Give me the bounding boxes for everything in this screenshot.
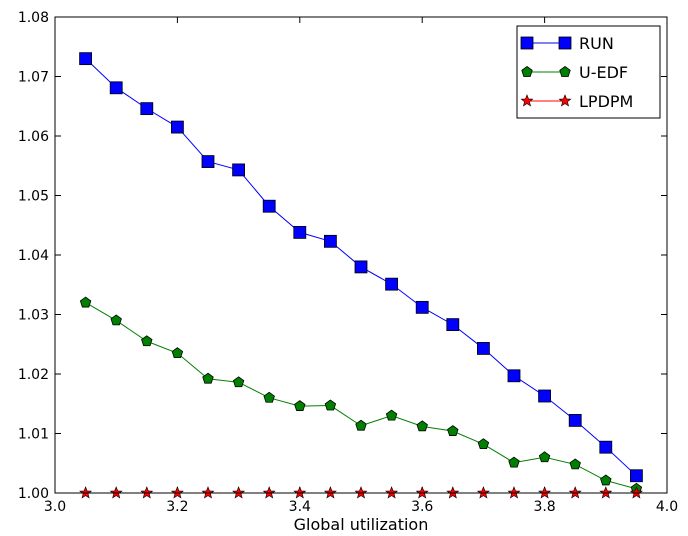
- plot-frame: [54, 16, 668, 494]
- data-point-run: [201, 155, 215, 168]
- legend-label-run: RUN: [579, 34, 614, 53]
- data-point-lpdpm: [568, 486, 582, 499]
- data-point-u-edf: [294, 400, 306, 411]
- data-point-run: [140, 102, 154, 116]
- data-point-run: [568, 414, 582, 427]
- data-point-u-edf: [569, 458, 581, 470]
- data-point-lpdpm: [201, 486, 215, 499]
- data-point-run: [476, 342, 490, 355]
- data-point-lpdpm: [599, 486, 613, 499]
- data-point-run: [109, 81, 123, 95]
- x-axis-title: Global utilization: [294, 515, 429, 534]
- data-point-lpdpm: [109, 486, 123, 499]
- data-point-lpdpm: [79, 486, 93, 499]
- y-tick-label: 1.04: [18, 248, 49, 264]
- y-tick-label: 1.05: [18, 189, 49, 205]
- legend-marker-u-edf: [521, 66, 533, 77]
- data-point-run: [599, 440, 613, 454]
- data-point-u-edf: [600, 474, 612, 486]
- data-point-lpdpm: [293, 486, 307, 499]
- legend-label-lpdpm: LPDPM: [579, 92, 633, 111]
- data-point-run: [293, 225, 307, 239]
- data-point-u-edf: [538, 451, 551, 463]
- legend-marker-lpdpm: [558, 94, 572, 107]
- data-point-lpdpm: [385, 486, 399, 499]
- data-point-run: [354, 260, 368, 274]
- y-tick-label: 1.01: [18, 427, 49, 443]
- x-tick-label: 3.2: [166, 499, 188, 515]
- data-point-u-edf: [508, 456, 520, 468]
- data-point-u-edf: [232, 376, 245, 388]
- data-point-run: [415, 300, 429, 314]
- data-point-u-edf: [477, 438, 490, 450]
- series-layer: [79, 52, 643, 499]
- data-point-lpdpm: [629, 486, 643, 499]
- legend-marker-lpdpm: [520, 94, 534, 107]
- axis-ticks: 3.0 3.2 3.4 3.6 3.8 4.0 1.00 1.01 1.02 1.03 1.04 1.…: [18, 10, 678, 515]
- data-point-run: [170, 120, 184, 134]
- y-tick-label: 1.06: [18, 129, 49, 145]
- data-point-run: [262, 199, 276, 213]
- data-point-lpdpm: [170, 486, 184, 499]
- y-tick-label: 1.02: [18, 367, 49, 383]
- data-point-run: [538, 389, 551, 403]
- data-point-lpdpm: [323, 486, 337, 499]
- data-point-run: [232, 163, 246, 177]
- series-line-u-edf: [85, 302, 637, 490]
- data-point-u-edf: [141, 335, 153, 347]
- data-point-u-edf: [324, 399, 337, 411]
- x-tick-label: 3.0: [44, 499, 66, 515]
- data-point-u-edf: [263, 391, 275, 403]
- x-tick-label: 3.6: [411, 499, 433, 515]
- data-point-lpdpm: [446, 486, 460, 499]
- data-point-lpdpm: [476, 486, 490, 499]
- y-tick-label: 1.00: [18, 486, 49, 502]
- data-point-u-edf: [355, 419, 367, 431]
- data-point-u-edf: [447, 425, 459, 436]
- data-point-lpdpm: [415, 486, 429, 499]
- y-tick-label: 1.08: [18, 10, 49, 26]
- data-point-u-edf: [416, 420, 428, 432]
- data-point-lpdpm: [232, 486, 246, 499]
- data-point-lpdpm: [262, 486, 276, 499]
- data-point-lpdpm: [507, 486, 521, 499]
- data-point-u-edf: [202, 372, 214, 384]
- data-point-run: [630, 469, 643, 483]
- data-point-u-edf: [110, 314, 122, 326]
- legend-marker-u-edf: [559, 66, 571, 77]
- data-point-run: [323, 234, 337, 248]
- data-point-lpdpm: [538, 486, 552, 499]
- data-point-lpdpm: [140, 486, 154, 499]
- legend-marker-run: [520, 36, 534, 50]
- data-point-run: [79, 52, 92, 66]
- y-tick-label: 1.03: [18, 308, 49, 324]
- data-point-u-edf: [385, 409, 398, 421]
- data-point-run: [507, 369, 521, 383]
- data-point-u-edf: [171, 347, 184, 359]
- legend-label-u-edf: U-EDF: [579, 63, 628, 82]
- data-point-u-edf: [79, 296, 92, 308]
- x-tick-label: 3.4: [289, 499, 311, 515]
- legend-marker-run: [558, 36, 572, 50]
- data-point-run: [385, 277, 399, 291]
- legend: RUN U-EDF LPDPM: [516, 25, 661, 119]
- x-tick-label: 4.0: [656, 499, 678, 515]
- x-tick-label: 3.8: [533, 499, 555, 515]
- data-point-run: [446, 318, 460, 332]
- data-point-lpdpm: [354, 486, 368, 499]
- y-tick-label: 1.07: [18, 70, 49, 86]
